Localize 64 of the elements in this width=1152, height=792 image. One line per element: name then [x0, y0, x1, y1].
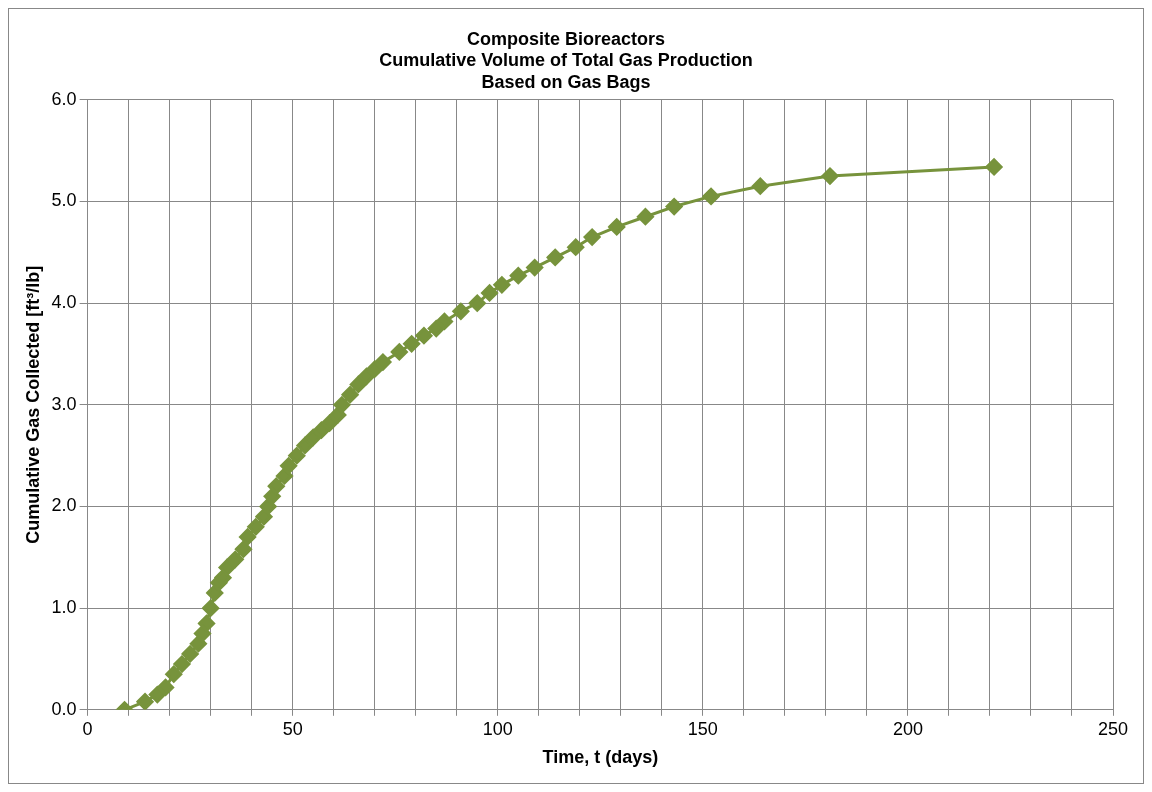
y-tick-label: 5.0: [51, 190, 77, 211]
point: [206, 584, 224, 602]
y-tick-label: 4.0: [51, 292, 77, 313]
point: [321, 414, 339, 432]
point: [239, 528, 257, 546]
y-tick-label: 1.0: [51, 597, 77, 618]
x-tick-label: 150: [687, 718, 718, 739]
point: [341, 386, 359, 404]
point: [304, 428, 322, 446]
point: [468, 294, 486, 312]
y-axis-title: Cumulative Gas Collected [ft³/lb]: [22, 265, 43, 544]
point: [202, 599, 220, 617]
y-tick-label: 0.0: [51, 698, 77, 719]
point: [493, 276, 511, 294]
point: [218, 558, 236, 576]
point: [608, 218, 626, 236]
point: [226, 550, 244, 568]
point: [280, 457, 298, 475]
point: [435, 312, 453, 330]
y-tick-label: 6.0: [51, 88, 77, 109]
y-tick-label: 2.0: [51, 495, 77, 516]
y-tick-label: 3.0: [51, 393, 77, 414]
point: [821, 167, 839, 185]
point: [181, 645, 199, 663]
point: [415, 327, 433, 345]
point: [136, 693, 154, 710]
point: [193, 625, 211, 643]
point: [189, 635, 207, 653]
point: [349, 375, 367, 393]
x-tick-label: 200: [892, 718, 923, 739]
point: [390, 343, 408, 361]
point: [333, 396, 351, 414]
point: [234, 540, 252, 558]
point: [403, 335, 421, 353]
point: [567, 238, 585, 256]
point: [985, 158, 1003, 176]
point: [267, 477, 285, 495]
point: [636, 208, 654, 226]
x-tick-label: 50: [282, 718, 303, 739]
point: [366, 360, 384, 378]
point: [148, 686, 166, 704]
point: [198, 614, 216, 632]
point: [296, 436, 314, 454]
point: [583, 228, 601, 246]
point: [526, 259, 544, 277]
point: [263, 487, 281, 505]
point: [665, 198, 683, 216]
point: [374, 353, 392, 371]
x-tick-label: 250: [1097, 718, 1129, 739]
x-tick-label: 0: [82, 718, 93, 739]
point: [751, 177, 769, 195]
point: [546, 248, 564, 266]
point: [173, 655, 191, 673]
x-axis-title: Time, t (days): [542, 747, 659, 768]
chart-title: Composite Bioreactors Cumulative Volume of Total Gas Production Based on Gas Bags: [379, 28, 753, 92]
point: [288, 447, 306, 465]
point: [452, 302, 470, 320]
point: [157, 678, 175, 696]
point: [702, 187, 720, 205]
point: [481, 284, 499, 302]
point: [509, 267, 527, 285]
point: [247, 518, 265, 536]
point: [165, 665, 183, 683]
x-tick-label: 100: [482, 718, 513, 739]
